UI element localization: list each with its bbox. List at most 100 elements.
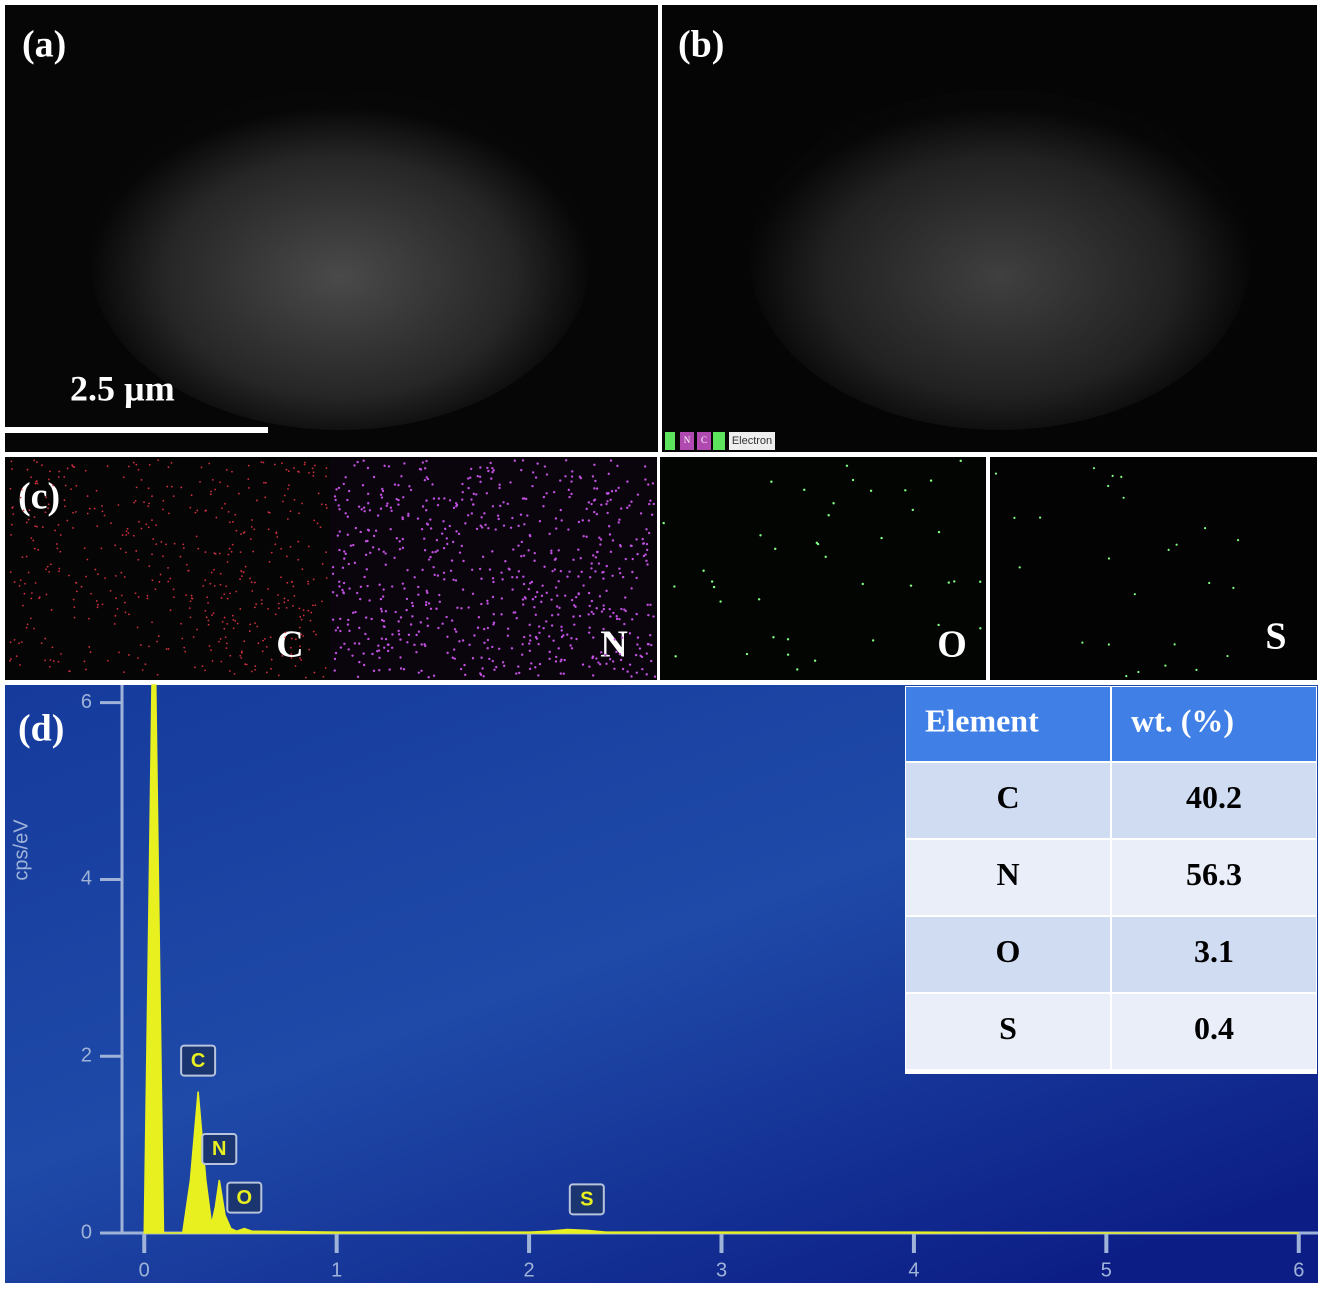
map-dot	[189, 506, 192, 509]
map-dot	[367, 502, 370, 505]
map-dot	[506, 627, 510, 630]
map-dot	[311, 604, 314, 607]
map-dot	[48, 470, 51, 473]
map-dot	[267, 588, 270, 590]
map-dot	[409, 623, 413, 626]
map-dot	[590, 599, 594, 603]
map-dot	[617, 486, 620, 490]
map-dot	[213, 552, 216, 555]
map-dot	[673, 585, 676, 588]
map-dot	[141, 669, 144, 671]
map-dot	[192, 636, 195, 638]
map-dot	[147, 526, 150, 529]
map-dot	[455, 630, 458, 633]
map-dot	[551, 569, 554, 573]
map-dot	[904, 489, 907, 492]
map-dot	[10, 533, 12, 536]
map-dot	[486, 638, 490, 642]
map-dot	[83, 660, 86, 663]
map-dot	[120, 594, 123, 597]
cell-text: 0.4	[1194, 1010, 1234, 1046]
map-dot	[608, 657, 612, 661]
map-dot	[366, 466, 370, 470]
map-dot	[261, 650, 264, 653]
map-dot	[124, 611, 127, 614]
map-dot	[443, 527, 447, 531]
map-dot	[338, 548, 341, 552]
map-dot	[324, 667, 327, 669]
map-dot	[491, 466, 494, 470]
map-dot	[482, 627, 486, 631]
map-dot	[148, 565, 151, 568]
map-dot	[442, 571, 446, 574]
map-dot	[569, 644, 572, 647]
map-dot	[457, 532, 461, 536]
map-dot	[624, 596, 627, 599]
map-dot	[1081, 641, 1084, 644]
map-dot	[277, 602, 280, 605]
map-dot	[100, 547, 103, 550]
map-dot	[871, 639, 875, 642]
map-dot	[612, 611, 615, 615]
map-dot	[647, 483, 650, 486]
map-dot	[527, 549, 530, 552]
map-dot	[325, 507, 328, 509]
map-dot	[529, 639, 532, 642]
map-dot	[37, 548, 40, 551]
map-dot	[118, 651, 120, 654]
map-dot	[602, 607, 606, 611]
map-dot	[287, 470, 290, 473]
map-dot	[312, 578, 315, 581]
map-dot	[588, 665, 591, 668]
map-dot	[598, 536, 601, 539]
map-dot	[552, 490, 556, 494]
map-dot	[496, 514, 500, 517]
map-dot	[443, 578, 446, 581]
map-dot	[605, 564, 608, 568]
map-dot	[645, 673, 648, 676]
map-dot	[624, 609, 627, 613]
map-dot	[36, 482, 39, 485]
map-dot	[84, 469, 87, 472]
map-dot	[511, 575, 514, 579]
map-dot	[169, 577, 172, 580]
map-dot	[312, 630, 315, 633]
map-dot	[460, 607, 463, 610]
map-dot	[60, 652, 62, 655]
map-dot	[542, 627, 545, 630]
sem-sample	[750, 90, 1250, 430]
map-dot	[851, 478, 855, 482]
map-dot	[413, 643, 416, 647]
map-dot	[438, 593, 441, 597]
map-dot	[36, 461, 38, 463]
map-dot	[1018, 566, 1021, 569]
map-dot	[181, 637, 184, 640]
map-dot	[179, 555, 182, 558]
map-dot	[537, 674, 540, 677]
map-dot	[219, 583, 222, 586]
map-dot	[486, 647, 489, 650]
map-dot	[645, 548, 649, 552]
x-tick-label: 0	[139, 1259, 150, 1281]
map-dot	[519, 513, 523, 516]
map-dot	[33, 547, 36, 550]
map-dot	[338, 508, 341, 511]
map-dot	[472, 503, 475, 506]
map-dot	[605, 492, 609, 495]
map-dot	[467, 606, 470, 609]
map-dot	[275, 532, 278, 535]
map-dot	[85, 575, 87, 578]
map-dot	[285, 606, 288, 609]
map-dot	[486, 466, 489, 470]
map-dot	[460, 544, 464, 548]
map-dot	[358, 626, 361, 630]
map-dot	[524, 597, 527, 600]
map-dot	[190, 597, 193, 600]
map-dot	[600, 651, 603, 654]
map-dot	[325, 551, 327, 554]
map-dot	[543, 565, 546, 568]
map-dot	[595, 487, 599, 490]
map-dot	[425, 601, 428, 604]
map-dot	[367, 637, 370, 641]
map-dot	[168, 512, 170, 515]
